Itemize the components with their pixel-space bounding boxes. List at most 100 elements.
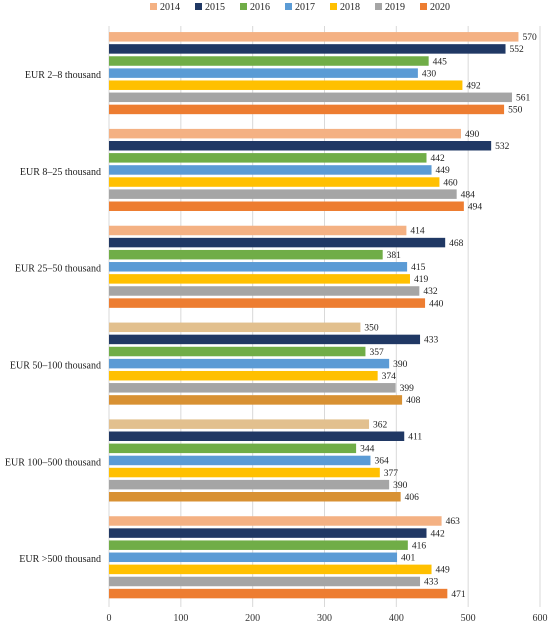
value-label: 552 — [510, 45, 525, 55]
category-label: EUR >500 thousand — [19, 554, 101, 565]
value-label: 570 — [522, 33, 537, 43]
bar-2017-cat-3 — [109, 358, 390, 369]
bar-2016-cat-5 — [109, 540, 408, 550]
value-label: 494 — [468, 203, 483, 213]
value-label: 399 — [400, 384, 415, 394]
bar-2019-cat-0 — [109, 92, 512, 103]
bar-2015-cat-4 — [109, 431, 405, 441]
value-label: 561 — [516, 94, 531, 104]
value-label: 550 — [508, 106, 523, 116]
value-label: 432 — [423, 287, 438, 297]
value-label: 463 — [446, 517, 461, 527]
bar-2018-cat-3 — [109, 370, 378, 381]
bar-2018-cat-0 — [109, 80, 463, 90]
bar-2019-cat-4 — [109, 479, 390, 490]
gridlines — [108, 26, 541, 607]
x-tick-label: 600 — [533, 613, 548, 624]
value-label: 411 — [408, 433, 422, 443]
legend-label-2020: 2020 — [430, 2, 450, 13]
value-label: 445 — [433, 57, 448, 67]
category-labels: EUR 2–8 thousand EUR 8–25 thousand EUR 25–… — [5, 70, 101, 565]
legend-swatch-2018 — [330, 3, 337, 10]
bar-2020-cat-3 — [109, 395, 403, 405]
bar-2014-cat-4 — [109, 419, 370, 429]
bar-2014-cat-1 — [109, 128, 461, 139]
x-tick-label: 400 — [389, 613, 404, 624]
bar-2019-cat-5 — [109, 576, 421, 587]
legend-label-2017: 2017 — [295, 2, 315, 13]
value-label: 416 — [412, 541, 427, 551]
legend-label-2019: 2019 — [385, 2, 405, 13]
bar-2015-cat-5 — [109, 528, 427, 538]
bar-2019-cat-3 — [109, 383, 396, 393]
value-label: 362 — [373, 420, 388, 430]
value-label: 357 — [369, 348, 384, 358]
bar-2016-cat-1 — [109, 153, 427, 163]
category-label: EUR 2–8 thousand — [25, 70, 101, 81]
legend-label-2016: 2016 — [250, 2, 270, 13]
bar-2016-cat-3 — [109, 346, 366, 357]
bar-2015-cat-2 — [109, 237, 446, 248]
bar-2019-cat-2 — [109, 286, 420, 296]
bar-2020-cat-5 — [109, 588, 448, 599]
value-label: 442 — [431, 154, 446, 164]
bar-2018-cat-2 — [109, 274, 410, 284]
value-label: 377 — [384, 469, 399, 479]
value-label: 442 — [431, 529, 446, 539]
value-label: 408 — [406, 396, 421, 406]
bar-2014-cat-5 — [109, 516, 442, 526]
bar-2015-cat-3 — [109, 334, 421, 345]
value-label: 350 — [364, 324, 379, 334]
value-label: 468 — [449, 239, 464, 249]
value-label: 414 — [410, 227, 425, 237]
bar-2017-cat-2 — [109, 262, 408, 272]
bar-2016-cat-2 — [109, 249, 383, 260]
bar-2020-cat-4 — [109, 492, 401, 502]
bar-2014-cat-2 — [109, 225, 407, 236]
x-tick-label: 500 — [461, 613, 476, 624]
bar-2017-cat-1 — [109, 165, 432, 175]
bar-2018-cat-1 — [109, 177, 440, 187]
bar-2017-cat-5 — [109, 552, 398, 563]
bar-2020-cat-0 — [109, 104, 505, 115]
legend-swatch-2017 — [285, 3, 292, 10]
bar-2014-cat-3 — [109, 322, 361, 333]
value-label: 532 — [495, 142, 510, 152]
legend-swatch-2015 — [195, 3, 202, 10]
category-label: EUR 100–500 thousand — [5, 457, 101, 468]
bar-2016-cat-4 — [109, 443, 357, 454]
bar-2015-cat-0 — [109, 44, 506, 54]
bar-2016-cat-0 — [109, 56, 429, 66]
value-label: 344 — [360, 445, 375, 455]
value-label: 406 — [405, 493, 420, 503]
value-label: 374 — [382, 372, 397, 382]
value-label: 492 — [466, 81, 481, 91]
legend-swatch-2016 — [240, 3, 247, 10]
value-label: 490 — [465, 130, 480, 140]
value-label: 390 — [393, 360, 408, 370]
value-label: 460 — [443, 178, 458, 188]
legend-swatch-2014 — [150, 3, 157, 10]
bar-2019-cat-1 — [109, 189, 457, 199]
bar-2018-cat-5 — [109, 564, 432, 575]
legend-swatch-2019 — [375, 3, 382, 10]
x-axis: 0 100 200 300 400 500 600 — [107, 613, 548, 624]
value-label: 364 — [374, 457, 389, 467]
bars — [109, 32, 519, 599]
bar-2020-cat-2 — [109, 298, 426, 308]
bar-2017-cat-0 — [109, 68, 418, 78]
value-label: 449 — [436, 166, 451, 176]
value-label: 449 — [436, 566, 451, 576]
value-label: 390 — [393, 481, 408, 491]
x-tick-label: 200 — [245, 613, 260, 624]
bar-2017-cat-4 — [109, 455, 371, 466]
legend: 2014 2015 2016 2017 2018 2019 2020 — [150, 2, 450, 13]
x-tick-label: 0 — [107, 613, 112, 624]
value-label: 433 — [424, 578, 439, 588]
bar-2014-cat-0 — [109, 32, 519, 42]
x-tick-label: 100 — [173, 613, 188, 624]
value-label: 440 — [429, 299, 444, 309]
value-label: 433 — [424, 336, 439, 346]
value-label: 415 — [411, 263, 426, 273]
